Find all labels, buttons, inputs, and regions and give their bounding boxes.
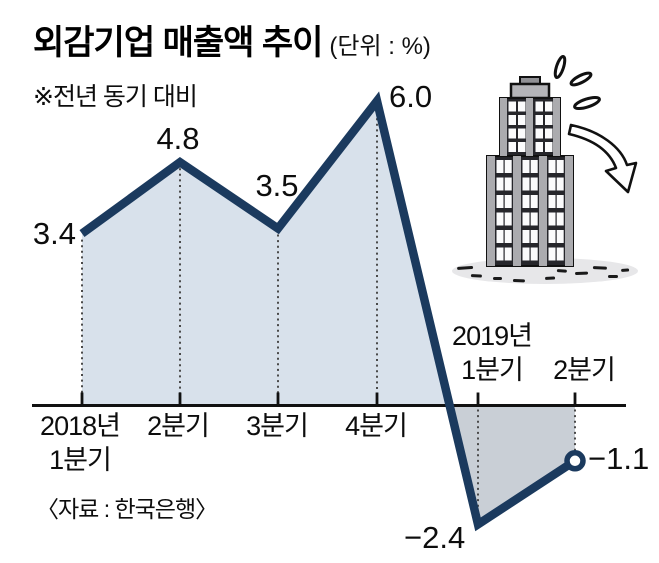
area-fill-positive <box>82 101 450 407</box>
x-axis-label-2019-q1: 2019년 1분기 <box>452 321 533 385</box>
chart-note: ※전년 동기 대비 <box>33 83 198 111</box>
value-label-2018q1: 3.4 <box>32 216 76 251</box>
last-point-open-circle-marker <box>564 450 586 472</box>
header: 외감기업 매출액 추이 (단위 : %) <box>33 15 431 64</box>
curved-down-arrow-icon <box>567 123 638 194</box>
trend-line <box>79 91 578 532</box>
x-axis-label-2018-q4: 4분기 <box>345 411 408 441</box>
x-axis-label-2018-q1: 2018년 1분기 <box>40 411 121 475</box>
value-label-2019q1: −2.4 <box>404 520 466 555</box>
x-axis-label-2019-q2: 2분기 <box>553 355 616 385</box>
value-label-2018q2: 4.8 <box>156 121 200 156</box>
value-label-2018q4: 6.0 <box>389 79 433 114</box>
x-axis-ticks <box>80 392 577 407</box>
source-credit: 〈자료 : 한국은행〉 <box>36 496 218 522</box>
value-label-2018q3: 3.5 <box>255 168 299 203</box>
building-windows <box>487 98 573 266</box>
unit-label: (단위 : %) <box>329 33 431 60</box>
x-axis-label-2018-q2: 2분기 <box>147 411 210 441</box>
value-label-2019q2: −1.1 <box>588 441 650 476</box>
point-guide-dotted-lines <box>81 107 576 516</box>
sweat-drops-icon <box>553 54 601 111</box>
x-axis-label-2018-q3: 3분기 <box>246 411 309 441</box>
falling-building-illustration <box>452 54 638 284</box>
building-cap <box>509 82 551 100</box>
area-fill-negative <box>450 407 575 525</box>
page-title: 외감기업 매출액 추이 <box>33 24 323 62</box>
ground-debris <box>457 265 630 283</box>
